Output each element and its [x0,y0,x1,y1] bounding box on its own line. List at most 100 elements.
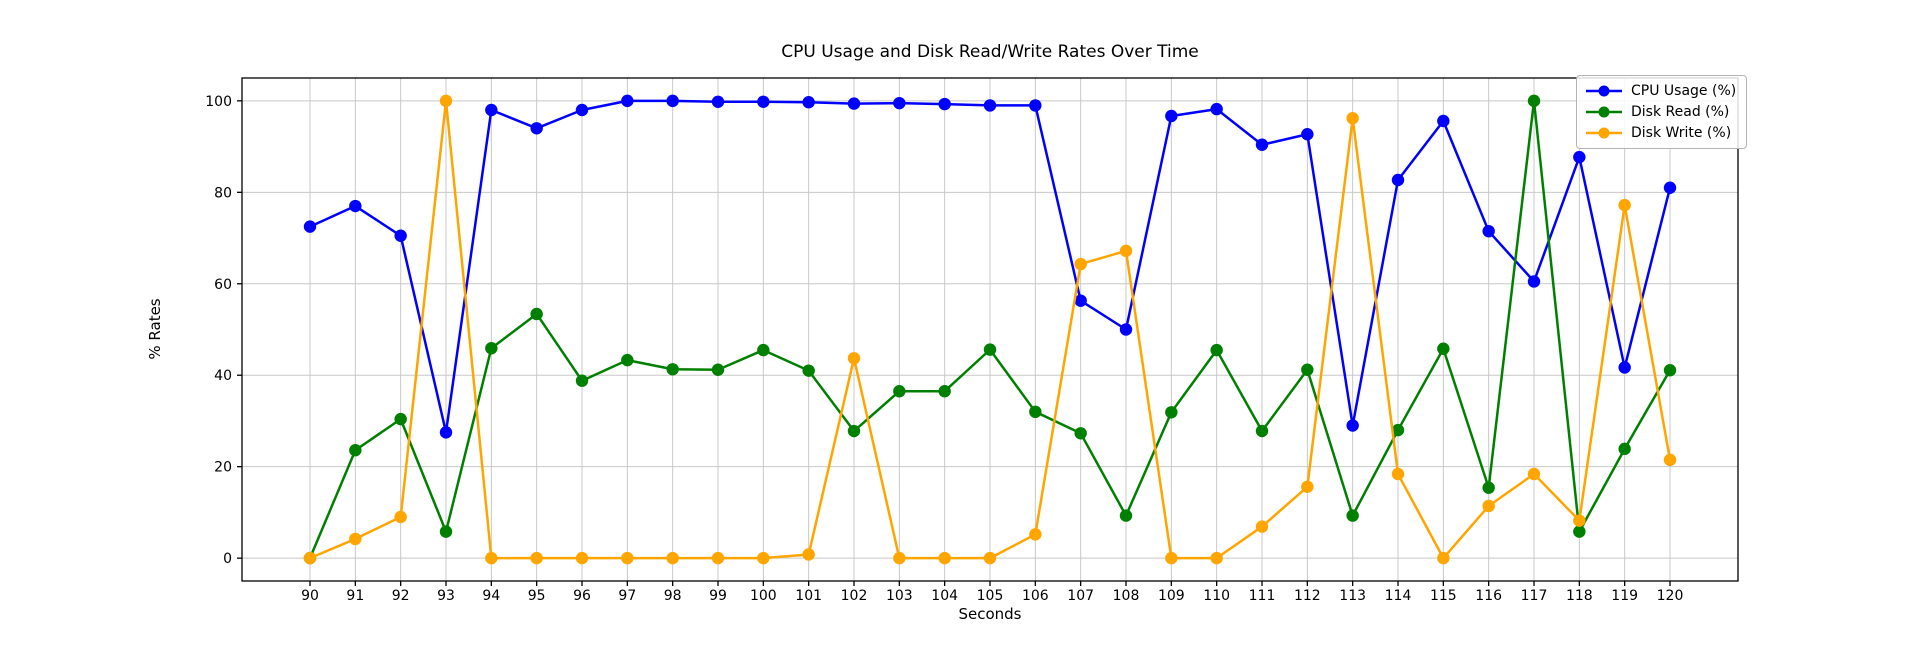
data-point-series-0 [1029,99,1042,112]
data-point-series-1 [1210,343,1223,357]
x-tick-label: 92 [392,588,410,604]
data-point-series-1 [1029,405,1042,419]
y-tick-label: 60 [214,277,232,293]
data-point-series-1 [349,444,362,457]
x-tick-label: 95 [528,588,546,604]
data-point-series-1 [847,424,861,438]
data-point-series-0 [983,99,997,112]
data-point-series-0 [439,426,453,439]
y-tick-label: 80 [214,185,232,201]
y-tick-label: 40 [214,368,232,384]
x-tick-label: 98 [664,588,682,604]
data-point-series-2 [1074,257,1087,271]
data-point-series-1 [621,353,634,367]
data-point-series-2 [847,352,861,365]
data-point-series-1 [1165,406,1178,419]
x-axis-label: Seconds [958,605,1022,623]
data-point-series-0 [1573,150,1586,164]
data-point-series-0 [757,95,770,108]
data-point-series-1 [1074,427,1087,440]
data-point-series-2 [621,551,634,565]
data-point-series-0 [1301,128,1314,141]
chart-title: CPU Usage and Disk Read/Write Rates Over… [781,42,1199,62]
data-point-series-0 [1618,361,1631,374]
data-point-series-0 [621,94,634,108]
data-point-series-2 [1573,514,1586,527]
data-point-series-0 [666,94,679,108]
data-point-series-2 [1618,198,1631,212]
x-tick-label: 115 [1430,588,1457,604]
data-point-series-1 [485,342,498,355]
legend-label-disk-read: Disk Read (%) [1631,104,1730,120]
x-tick-label: 120 [1657,588,1684,604]
data-point-series-1 [1255,424,1269,438]
data-point-series-0 [1119,323,1133,336]
x-tick-label: 113 [1339,588,1366,604]
x-tick-label: 93 [437,588,455,604]
data-point-series-0 [394,229,407,242]
legend-line-marker-icon [1586,106,1622,118]
data-point-series-1 [530,307,543,321]
y-tick-label: 20 [214,460,232,476]
x-tick-label: 118 [1566,588,1593,604]
data-point-series-0 [1210,102,1223,116]
data-point-series-2 [485,551,498,565]
data-point-series-2 [1391,467,1405,481]
data-point-series-0 [575,103,589,117]
x-tick-label: 100 [750,588,777,604]
x-tick-label: 114 [1385,588,1412,604]
data-point-series-2 [1029,528,1042,541]
data-point-series-0 [1255,138,1269,151]
data-point-series-2 [1255,520,1269,533]
data-point-series-1 [666,363,679,376]
data-point-series-0 [1074,294,1087,307]
data-point-series-1 [394,412,407,426]
x-tick-label: 106 [1022,588,1049,604]
data-point-series-1 [1527,94,1541,108]
data-point-series-2 [802,548,815,561]
data-point-series-2 [349,532,362,546]
legend-label-cpu: CPU Usage (%) [1631,83,1737,99]
data-point-series-1 [1663,363,1677,377]
data-point-series-2 [757,551,770,565]
data-point-series-2 [1301,480,1314,494]
y-tick-label: 100 [205,94,232,110]
x-tick-label: 90 [301,588,319,604]
data-point-series-2 [1437,551,1450,565]
x-tick-label: 105 [977,588,1004,604]
data-point-series-1 [802,364,815,377]
x-tick-label: 91 [346,588,364,604]
data-point-series-2 [711,551,725,565]
data-point-series-2 [938,551,951,565]
data-point-series-2 [1210,551,1223,565]
data-point-series-1 [983,343,997,356]
data-point-series-0 [1482,224,1495,238]
x-tick-label: 97 [618,588,636,604]
data-point-series-1 [1301,363,1314,376]
x-tick-label: 109 [1158,588,1185,604]
data-point-series-2 [983,551,997,565]
legend-entry-disk-write: Disk Write (%) [1585,125,1736,141]
y-tick-label: 0 [223,551,232,567]
data-point-series-2 [893,551,906,565]
data-point-series-1 [439,525,453,538]
data-point-series-2 [439,94,453,108]
data-point-series-1 [1437,342,1450,355]
x-tick-label: 101 [795,588,822,604]
x-tick-label: 103 [886,588,913,604]
y-axis-label: % Rates [146,298,164,360]
x-tick-label: 117 [1521,588,1548,604]
x-tick-label: 104 [931,588,958,604]
data-point-series-0 [802,96,815,109]
legend-entry-disk-read: Disk Read (%) [1585,104,1736,120]
x-tick-label: 119 [1611,588,1638,604]
data-point-series-2 [575,551,589,565]
data-point-series-0 [711,95,725,108]
legend-label-disk-write: Disk Write (%) [1631,125,1732,141]
data-point-series-1 [711,363,725,376]
data-point-series-0 [530,122,543,135]
x-tick-label: 99 [709,588,727,604]
data-point-series-2 [666,551,679,565]
